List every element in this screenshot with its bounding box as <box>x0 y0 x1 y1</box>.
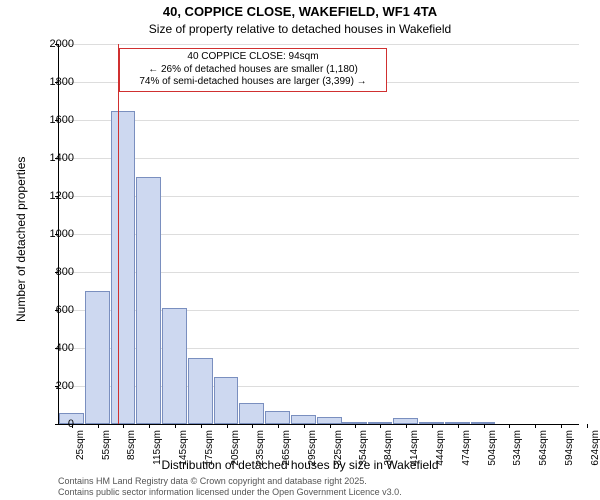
x-tick-label: 325sqm <box>333 430 344 470</box>
x-tick <box>484 424 485 428</box>
y-tick <box>55 424 59 425</box>
histogram-bar <box>317 417 342 424</box>
footer-line-2: Contains public sector information licen… <box>58 487 402 497</box>
histogram-bar <box>214 377 239 425</box>
x-tick-label: 205sqm <box>230 430 241 470</box>
x-tick-label: 354sqm <box>358 430 369 470</box>
x-tick <box>406 424 407 428</box>
x-tick-label: 444sqm <box>435 430 446 470</box>
x-tick-label: 624sqm <box>590 430 600 470</box>
footer-line-1: Contains HM Land Registry data © Crown c… <box>58 476 367 486</box>
histogram-bar <box>162 308 187 424</box>
histogram-bar <box>265 411 290 424</box>
x-tick-label: 384sqm <box>383 430 394 470</box>
x-tick <box>330 424 331 428</box>
x-tick <box>380 424 381 428</box>
y-tick-label: 200 <box>56 380 74 392</box>
x-tick-label: 414sqm <box>409 430 420 470</box>
x-tick-label: 145sqm <box>178 430 189 470</box>
y-tick-label: 1000 <box>50 228 74 240</box>
y-tick-label: 2000 <box>50 38 74 50</box>
y-axis-label: Number of detached properties <box>14 157 28 322</box>
y-tick-label: 1600 <box>50 114 74 126</box>
x-tick <box>252 424 253 428</box>
annotation-line: ← 26% of detached houses are smaller (1,… <box>124 64 382 77</box>
histogram-bar <box>239 403 264 424</box>
x-tick-label: 564sqm <box>538 430 549 470</box>
histogram-bar <box>291 415 316 425</box>
x-tick <box>304 424 305 428</box>
annotation-line: 74% of semi-detached houses are larger (… <box>124 76 382 89</box>
gridline <box>59 158 579 159</box>
histogram-bar <box>188 358 213 425</box>
x-tick-label: 25sqm <box>75 430 86 470</box>
y-tick-label: 600 <box>56 304 74 316</box>
y-tick-label: 1800 <box>50 76 74 88</box>
y-tick-label: 1400 <box>50 152 74 164</box>
x-tick <box>432 424 433 428</box>
x-tick <box>355 424 356 428</box>
x-tick <box>561 424 562 428</box>
x-tick <box>278 424 279 428</box>
x-tick-label: 534sqm <box>512 430 523 470</box>
x-tick-label: 115sqm <box>152 430 163 470</box>
histogram-bar <box>111 111 136 425</box>
x-tick <box>535 424 536 428</box>
x-tick-label: 474sqm <box>461 430 472 470</box>
gridline <box>59 44 579 45</box>
x-tick-label: 55sqm <box>101 430 112 470</box>
y-tick-label: 0 <box>68 418 74 430</box>
annotation-box: 40 COPPICE CLOSE: 94sqm← 26% of detached… <box>119 48 387 92</box>
x-tick-label: 265sqm <box>281 430 292 470</box>
annotation-line: 40 COPPICE CLOSE: 94sqm <box>124 51 382 64</box>
chart-subtitle: Size of property relative to detached ho… <box>0 22 600 36</box>
gridline <box>59 120 579 121</box>
y-tick-label: 1200 <box>50 190 74 202</box>
x-tick-label: 85sqm <box>126 430 137 470</box>
x-tick <box>587 424 588 428</box>
y-tick-label: 400 <box>56 342 74 354</box>
x-tick-label: 504sqm <box>487 430 498 470</box>
x-tick-label: 594sqm <box>564 430 575 470</box>
x-tick <box>175 424 176 428</box>
x-tick <box>227 424 228 428</box>
chart-container: 40, COPPICE CLOSE, WAKEFIELD, WF1 4TA Si… <box>0 0 600 500</box>
plot-area: 40 COPPICE CLOSE: 94sqm← 26% of detached… <box>58 44 579 425</box>
x-tick-label: 175sqm <box>204 430 215 470</box>
chart-title: 40, COPPICE CLOSE, WAKEFIELD, WF1 4TA <box>0 4 600 19</box>
x-tick <box>98 424 99 428</box>
x-tick <box>201 424 202 428</box>
x-tick <box>458 424 459 428</box>
marker-line <box>118 44 119 424</box>
x-tick <box>123 424 124 428</box>
x-tick <box>149 424 150 428</box>
x-tick <box>509 424 510 428</box>
x-axis-label: Distribution of detached houses by size … <box>0 458 600 472</box>
x-tick-label: 295sqm <box>307 430 318 470</box>
x-tick-label: 235sqm <box>255 430 266 470</box>
histogram-bar <box>136 177 161 424</box>
y-tick-label: 800 <box>56 266 74 278</box>
histogram-bar <box>85 291 110 424</box>
